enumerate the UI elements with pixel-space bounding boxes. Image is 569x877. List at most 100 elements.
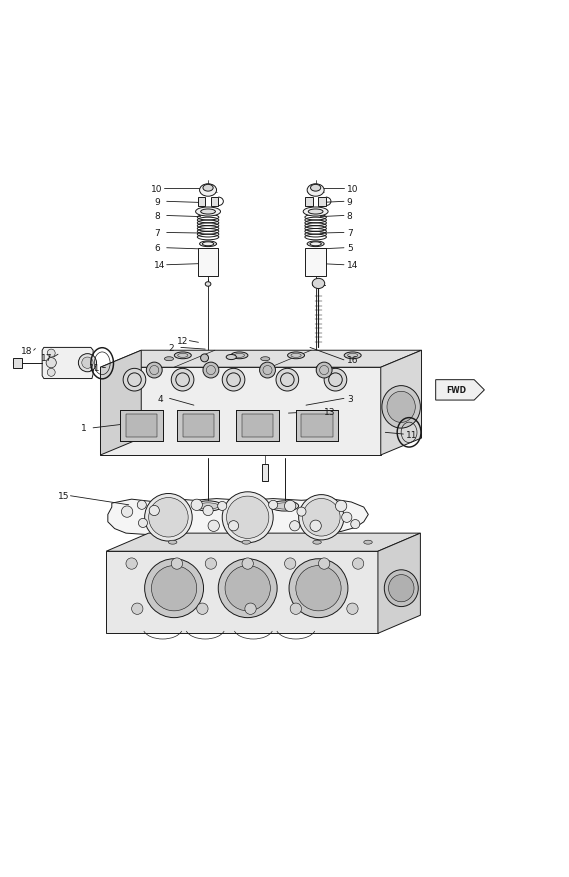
- Circle shape: [197, 603, 208, 615]
- Polygon shape: [106, 533, 420, 552]
- Text: 12: 12: [177, 337, 188, 346]
- Circle shape: [222, 492, 273, 543]
- Ellipse shape: [387, 392, 415, 423]
- Circle shape: [218, 502, 226, 511]
- Ellipse shape: [203, 185, 213, 192]
- Ellipse shape: [389, 575, 414, 602]
- Text: 18: 18: [21, 346, 32, 355]
- Text: 4: 4: [157, 395, 163, 403]
- Circle shape: [316, 363, 332, 379]
- Text: 7: 7: [347, 229, 353, 238]
- Circle shape: [79, 354, 97, 373]
- Ellipse shape: [226, 355, 236, 360]
- Circle shape: [352, 559, 364, 569]
- Circle shape: [351, 520, 360, 529]
- Circle shape: [208, 521, 220, 531]
- Circle shape: [289, 560, 348, 618]
- Circle shape: [290, 521, 300, 531]
- Circle shape: [276, 369, 299, 391]
- Ellipse shape: [310, 243, 321, 246]
- Polygon shape: [101, 351, 141, 455]
- Polygon shape: [108, 499, 368, 536]
- Circle shape: [151, 566, 197, 611]
- Ellipse shape: [311, 185, 321, 192]
- Text: FWD: FWD: [446, 386, 466, 395]
- Text: 16: 16: [347, 356, 358, 365]
- Circle shape: [296, 566, 341, 611]
- Circle shape: [126, 559, 137, 569]
- Ellipse shape: [201, 210, 216, 215]
- Ellipse shape: [308, 210, 323, 215]
- Circle shape: [319, 559, 330, 569]
- Circle shape: [228, 521, 238, 531]
- Circle shape: [46, 358, 56, 368]
- Ellipse shape: [384, 570, 418, 607]
- Circle shape: [201, 354, 208, 362]
- Polygon shape: [101, 351, 422, 367]
- Bar: [236, 410, 279, 441]
- Text: 14: 14: [347, 261, 358, 270]
- Text: 3: 3: [347, 395, 353, 403]
- Circle shape: [131, 603, 143, 615]
- Text: 9: 9: [154, 197, 160, 207]
- Text: 7: 7: [154, 229, 160, 238]
- Bar: [319, 197, 326, 207]
- Circle shape: [203, 363, 219, 379]
- Bar: [306, 248, 326, 277]
- Circle shape: [149, 498, 188, 538]
- Circle shape: [138, 519, 147, 528]
- Circle shape: [121, 506, 133, 517]
- Circle shape: [342, 512, 352, 523]
- Ellipse shape: [231, 353, 248, 360]
- Ellipse shape: [307, 242, 324, 247]
- Ellipse shape: [261, 357, 270, 361]
- Circle shape: [82, 358, 93, 369]
- Bar: [306, 197, 313, 207]
- Text: 6: 6: [154, 244, 160, 253]
- Circle shape: [225, 566, 270, 611]
- Polygon shape: [106, 552, 378, 633]
- Circle shape: [145, 494, 192, 541]
- Circle shape: [47, 369, 55, 377]
- Bar: [13, 358, 22, 368]
- Circle shape: [242, 559, 253, 569]
- Text: 1: 1: [81, 424, 86, 433]
- Polygon shape: [101, 367, 381, 455]
- Text: 8: 8: [154, 211, 160, 221]
- Ellipse shape: [344, 353, 361, 360]
- Circle shape: [146, 363, 162, 379]
- Text: 14: 14: [154, 261, 166, 270]
- Circle shape: [299, 495, 344, 540]
- Ellipse shape: [164, 357, 174, 361]
- Text: 2: 2: [168, 344, 174, 353]
- Bar: [296, 410, 339, 441]
- Ellipse shape: [312, 279, 325, 289]
- Circle shape: [259, 363, 275, 379]
- Ellipse shape: [174, 353, 191, 360]
- Circle shape: [290, 603, 302, 615]
- Ellipse shape: [194, 502, 222, 511]
- Ellipse shape: [270, 502, 299, 511]
- Circle shape: [149, 506, 159, 516]
- Text: 10: 10: [347, 184, 358, 194]
- Text: 13: 13: [324, 408, 336, 417]
- Circle shape: [171, 369, 194, 391]
- Text: 9: 9: [347, 197, 353, 207]
- Ellipse shape: [242, 540, 250, 545]
- Bar: [242, 415, 273, 438]
- Text: 11: 11: [406, 430, 418, 439]
- Bar: [296, 410, 339, 441]
- Circle shape: [347, 603, 358, 615]
- Circle shape: [171, 559, 183, 569]
- Ellipse shape: [382, 386, 420, 429]
- Polygon shape: [378, 533, 420, 633]
- Ellipse shape: [168, 540, 177, 545]
- Circle shape: [137, 501, 146, 510]
- Bar: [302, 415, 333, 438]
- Circle shape: [303, 499, 340, 537]
- Circle shape: [222, 369, 245, 391]
- Ellipse shape: [200, 242, 217, 247]
- Ellipse shape: [303, 208, 328, 217]
- Circle shape: [245, 603, 256, 615]
- Circle shape: [336, 501, 347, 512]
